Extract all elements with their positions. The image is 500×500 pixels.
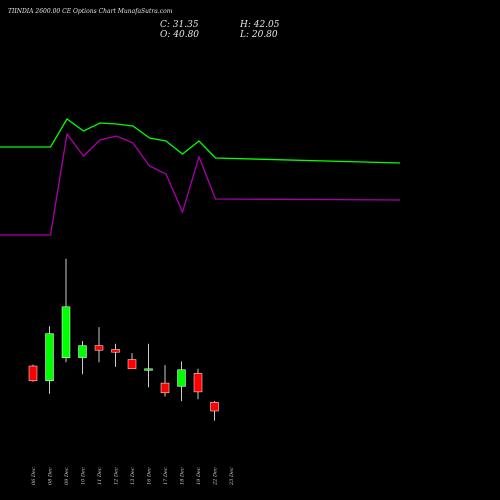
x-axis-ticks: 06 Dec 08 Dec 09 Dec 10 Dec 11 Dec 12 Dec 13 D… <box>31 467 235 486</box>
x-tick-label: 13 Dec <box>130 467 136 485</box>
x-tick-label: 16 Dec <box>147 467 153 485</box>
candle-body <box>193 373 203 393</box>
x-tick-label: 09 Dec <box>64 467 70 485</box>
candle-body <box>28 365 38 382</box>
x-tick-label: 10 Dec <box>81 467 87 485</box>
candle-body <box>160 382 170 394</box>
candlesticks <box>28 258 219 421</box>
candle-body <box>78 345 87 358</box>
close-value: C: 31.35 <box>160 20 199 30</box>
indicator-lines <box>0 118 401 236</box>
x-tick-label: 11 Dec <box>97 467 103 485</box>
candle-body <box>111 349 120 353</box>
x-tick-label: 19 Dec <box>196 467 202 485</box>
lower-indicator-line <box>0 132 401 236</box>
x-tick-label: 23 Dec <box>229 467 235 486</box>
candle-body <box>61 306 71 358</box>
low-value: L: 20.80 <box>239 30 278 40</box>
x-tick-label: 08 Dec <box>48 467 54 485</box>
candle-body <box>127 359 137 370</box>
candle-body <box>144 368 153 371</box>
open-value: O: 40.80 <box>160 30 199 40</box>
upper-indicator-line <box>0 118 401 164</box>
x-tick-label: 17 Dec <box>163 467 169 485</box>
x-tick-label: 22 Dec <box>213 467 219 486</box>
candle-body <box>177 369 186 387</box>
chart-symbol-title: TIINDIA 2600.00 CE Options Chart MunafaS… <box>8 8 173 15</box>
x-tick-label: 12 Dec <box>114 467 120 485</box>
candle-body <box>45 333 54 382</box>
x-tick-label: 18 Dec <box>180 467 186 485</box>
candle-body <box>210 402 219 412</box>
x-tick-label: 06 Dec <box>31 467 37 485</box>
candle-body <box>94 345 104 351</box>
high-value: H: 42.05 <box>239 20 280 30</box>
